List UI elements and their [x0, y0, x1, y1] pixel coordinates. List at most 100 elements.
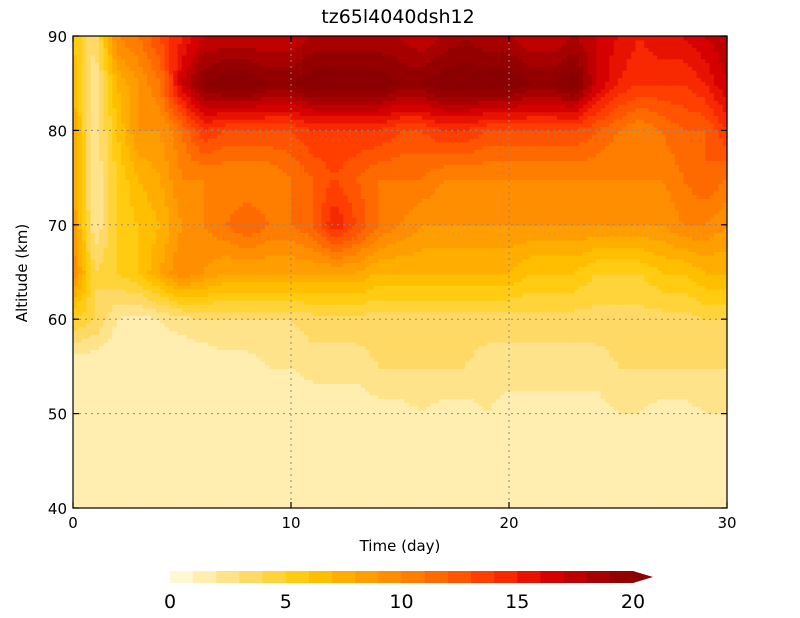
heatmap-cell	[177, 481, 183, 486]
heatmap-cell	[386, 470, 392, 475]
heatmap-cell	[203, 474, 209, 479]
heatmap-cell	[369, 470, 375, 475]
heatmap-cell	[103, 496, 109, 502]
heatmap-cell	[456, 432, 462, 437]
heatmap-cell	[325, 496, 331, 502]
heatmap-cell	[243, 383, 248, 388]
heatmap-cell	[456, 489, 462, 494]
heatmap-cell	[648, 492, 654, 498]
heatmap-cell	[474, 421, 480, 426]
heatmap-cell	[535, 409, 541, 415]
heatmap-cell	[504, 485, 510, 490]
heatmap-cell	[247, 440, 253, 445]
heatmap-cell	[657, 474, 663, 479]
heatmap-cell	[644, 500, 650, 505]
heatmap-cell	[155, 394, 161, 400]
heatmap-cell	[530, 474, 536, 479]
heatmap-cell	[661, 447, 667, 452]
heatmap-cell	[613, 383, 619, 388]
heatmap-cell	[661, 455, 667, 460]
heatmap-cell	[321, 428, 327, 434]
heatmap-cell	[73, 402, 78, 407]
heatmap-cell	[561, 383, 567, 388]
heatmap-cell	[665, 424, 671, 430]
heatmap-cell	[509, 447, 514, 452]
heatmap-cell	[273, 447, 279, 452]
heatmap-cell	[600, 481, 606, 486]
heatmap-cell	[94, 413, 100, 418]
heatmap-cell	[539, 428, 545, 434]
heatmap-cell	[256, 485, 262, 490]
heatmap-cell	[238, 379, 244, 384]
heatmap-cell	[452, 406, 458, 411]
heatmap-cell	[208, 409, 214, 415]
heatmap-cell	[631, 428, 637, 434]
heatmap-cell	[199, 477, 205, 483]
heatmap-cell	[504, 424, 510, 430]
heatmap-cell	[443, 474, 449, 479]
heatmap-cell	[107, 421, 113, 426]
heatmap-cell	[421, 402, 427, 407]
heatmap-cell	[548, 447, 554, 452]
heatmap-cell	[173, 379, 179, 384]
heatmap-cell	[334, 417, 340, 422]
heatmap-cell	[487, 489, 493, 494]
heatmap-cell	[665, 462, 671, 468]
heatmap-cell	[216, 466, 222, 471]
heatmap-cell	[99, 477, 105, 483]
heatmap-cell	[73, 470, 78, 475]
heatmap-cell	[482, 402, 488, 407]
heatmap-cell	[670, 428, 676, 434]
heatmap-cell	[661, 485, 667, 490]
heatmap-cell	[609, 474, 615, 479]
heatmap-cell	[570, 447, 575, 452]
heatmap-cell	[129, 481, 135, 486]
heatmap-cell	[86, 489, 92, 494]
heatmap-cell	[164, 432, 170, 437]
heatmap-cell	[644, 424, 650, 430]
heatmap-cell	[330, 406, 336, 411]
heatmap-cell	[570, 436, 575, 441]
heatmap-cell	[373, 417, 379, 422]
heatmap-cell	[596, 489, 602, 494]
heatmap-cell	[273, 492, 279, 498]
heatmap-cell	[216, 447, 222, 452]
heatmap-cell	[578, 409, 584, 415]
heatmap-cell	[360, 462, 366, 468]
heatmap-cell	[413, 443, 419, 449]
heatmap-cell	[526, 421, 532, 426]
heatmap-cell	[478, 474, 484, 479]
heatmap-cell	[652, 496, 658, 502]
heatmap-cell	[256, 383, 262, 388]
heatmap-cell	[556, 413, 562, 418]
heatmap-cell	[613, 394, 619, 400]
heatmap-cell	[539, 451, 545, 456]
heatmap-cell	[103, 383, 109, 388]
heatmap-cell	[500, 398, 506, 403]
heatmap-cell	[360, 390, 366, 396]
heatmap-cell	[190, 500, 196, 505]
heatmap-cell	[251, 458, 257, 464]
heatmap-cell	[116, 394, 122, 400]
heatmap-cell	[391, 443, 397, 449]
heatmap-cell	[199, 432, 205, 437]
heatmap-cell	[330, 489, 336, 494]
heatmap-cell	[556, 394, 562, 400]
heatmap-cell	[312, 466, 318, 471]
heatmap-cell	[570, 413, 575, 418]
heatmap-cell	[574, 390, 580, 396]
heatmap-cell	[548, 466, 554, 471]
heatmap-cell	[277, 462, 283, 468]
heatmap-cell	[583, 402, 589, 407]
heatmap-cell	[696, 413, 702, 418]
heatmap-cell	[495, 394, 501, 400]
heatmap-cell	[591, 387, 597, 392]
heatmap-cell	[570, 504, 575, 509]
heatmap-cell	[251, 406, 257, 411]
heatmap-cell	[517, 436, 523, 441]
heatmap-cell	[168, 421, 174, 426]
heatmap-cell	[177, 485, 183, 490]
heatmap-cell	[168, 394, 174, 400]
heatmap-cell	[151, 451, 157, 456]
heatmap-cell	[426, 440, 432, 445]
